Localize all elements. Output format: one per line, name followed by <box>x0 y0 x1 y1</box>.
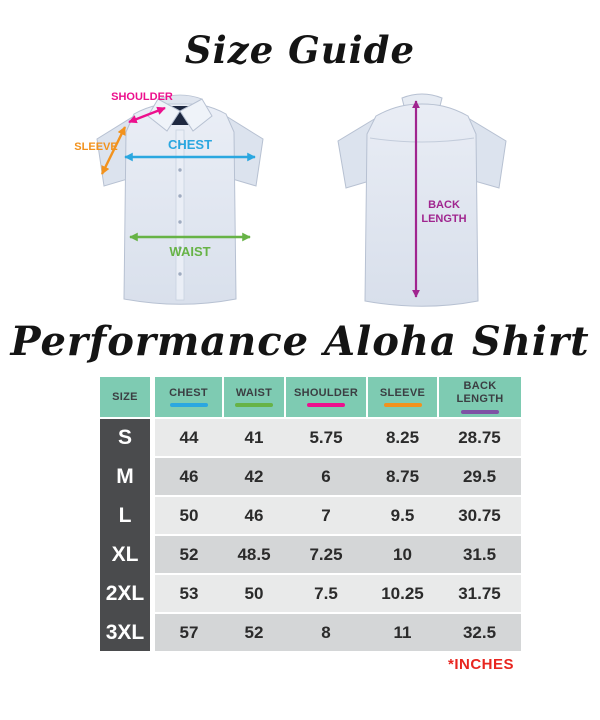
back-yoke-seam <box>369 137 475 143</box>
cell-value: 30.75 <box>438 495 521 535</box>
cell-value: 46 <box>155 456 223 496</box>
size-label: L <box>100 495 150 535</box>
table-row-m: M 46 42 6 8.75 29.5 <box>100 456 521 496</box>
cell-value: 41 <box>223 417 285 457</box>
table-row-xl: XL 52 48.5 7.25 10 31.5 <box>100 534 521 574</box>
front-buttons <box>178 142 182 276</box>
cell-value: 52 <box>155 534 223 574</box>
size-table: SIZE CHEST WAIST SHOULDER <box>100 377 521 651</box>
cell-value: 10 <box>367 534 438 574</box>
cell-value: 46 <box>223 495 285 535</box>
column-header-size: SIZE <box>100 377 150 418</box>
size-label: XL <box>100 534 150 574</box>
sleeve-label: SLEEVE <box>74 141 117 153</box>
sleeve-underline <box>383 403 422 408</box>
back-length-label-line2: LENGTH <box>421 213 466 225</box>
front-collar-right-wing <box>179 98 213 132</box>
cell-value: 9.5 <box>367 495 438 535</box>
column-header-waist: WAIST <box>222 377 285 418</box>
page-title: Size Guide <box>184 28 416 72</box>
table-row-s: S 44 41 5.75 8.25 28.75 <box>100 417 521 457</box>
cell-value: 6 <box>285 456 367 496</box>
chest-underline <box>169 403 208 408</box>
cell-value: 50 <box>155 495 223 535</box>
back-body <box>364 103 479 307</box>
cell-value: 42 <box>223 456 285 496</box>
back-length-label-line1: BACK <box>428 199 460 211</box>
units-note: *INCHES <box>447 656 514 673</box>
cell-value: 52 <box>223 612 285 651</box>
table-row-l: L 50 46 7 9.5 30.75 <box>100 495 521 535</box>
cell-value: 10.25 <box>367 573 438 613</box>
product-title: Performance Aloha Shirt <box>10 318 590 365</box>
cell-value: 48.5 <box>223 534 285 574</box>
shoulder-label: SHOULDER <box>111 91 173 103</box>
shirt-front-diagram: SHOULDER SLEEVE CHEST WAIST <box>70 86 290 314</box>
cell-value: 50 <box>223 573 285 613</box>
front-placket <box>175 129 185 301</box>
cell-value: 31.5 <box>438 534 521 574</box>
cell-value: 5.75 <box>285 417 367 457</box>
cell-value: 7 <box>285 495 367 535</box>
cell-value: 53 <box>155 573 223 613</box>
column-header-sleeve: SLEEVE <box>366 377 438 418</box>
cell-value: 31.75 <box>438 573 521 613</box>
column-header-shoulder: SHOULDER <box>284 377 367 418</box>
cell-value: 8.25 <box>367 417 438 457</box>
cell-value: 28.75 <box>438 417 521 457</box>
header-gap <box>150 377 155 418</box>
cell-value: 7.25 <box>285 534 367 574</box>
size-table-container: SIZE CHEST WAIST SHOULDER <box>100 377 521 651</box>
size-label: 3XL <box>100 612 150 651</box>
table-row-3xl: 3XL 57 52 8 11 32.5 <box>100 612 521 651</box>
shoulder-underline <box>307 403 345 408</box>
column-header-chest: CHEST <box>155 377 223 418</box>
column-header-back-length: BACK LENGTH <box>437 377 521 418</box>
chest-label: CHEST <box>168 137 212 152</box>
sleeve-arrow <box>100 126 127 175</box>
cell-value: 44 <box>155 417 223 457</box>
cell-value: 8 <box>285 612 367 651</box>
cell-value: 57 <box>155 612 223 651</box>
table-header-row: SIZE CHEST WAIST SHOULDER <box>100 377 521 418</box>
column-header-size-label: SIZE <box>112 390 138 403</box>
cell-value: 29.5 <box>438 456 521 496</box>
waist-underline <box>235 403 273 408</box>
shirt-front-illustration: SHOULDER SLEEVE CHEST WAIST <box>74 91 264 305</box>
waist-label: WAIST <box>169 244 210 259</box>
size-label: S <box>100 417 150 457</box>
size-label: M <box>100 456 150 496</box>
cell-value: 32.5 <box>438 612 521 651</box>
cell-value: 7.5 <box>285 573 367 613</box>
back-length-underline <box>461 409 499 414</box>
cell-value: 11 <box>367 612 438 651</box>
shirt-back-diagram: BACK LENGTH <box>310 86 535 316</box>
cell-value: 8.75 <box>367 456 438 496</box>
table-row-2xl: 2XL 53 50 7.5 10.25 31.75 <box>100 573 521 613</box>
size-label: 2XL <box>100 573 150 613</box>
shoulder-arrow <box>128 106 166 124</box>
shirt-back-illustration: BACK LENGTH <box>337 93 507 307</box>
